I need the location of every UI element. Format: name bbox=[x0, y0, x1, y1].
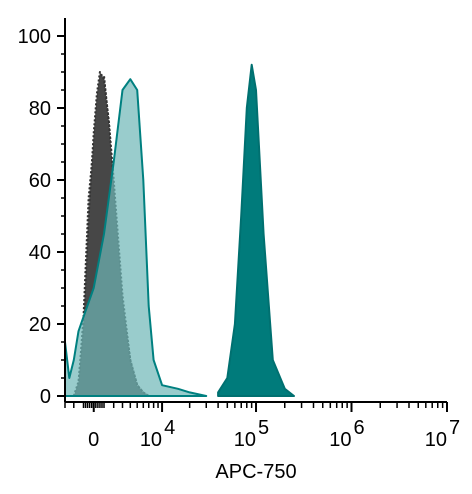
y-tick-label: 0 bbox=[40, 386, 51, 408]
series-layer bbox=[64, 63, 295, 397]
histogram-series-4 bbox=[217, 63, 295, 397]
x-tick-label: 10 bbox=[425, 429, 447, 451]
x-axis-title: APC-750 bbox=[215, 461, 296, 483]
y-tick-label: 100 bbox=[18, 26, 51, 48]
y-tick-label: 20 bbox=[29, 314, 51, 336]
y-tick-label: 40 bbox=[29, 242, 51, 264]
x-tick-label: 10 bbox=[329, 429, 351, 451]
x-tick-exponent: 5 bbox=[258, 417, 269, 439]
histogram-series-3 bbox=[64, 78, 208, 397]
y-tick-label: 60 bbox=[29, 170, 51, 192]
x-tick-label: 10 bbox=[140, 429, 162, 451]
x-tick-exponent: 7 bbox=[449, 417, 460, 439]
x-tick-label: 0 bbox=[88, 429, 99, 451]
x-tick-exponent: 4 bbox=[164, 417, 175, 439]
x-tick-label: 10 bbox=[234, 429, 256, 451]
x-tick-exponent: 6 bbox=[354, 417, 365, 439]
y-tick-label: 80 bbox=[29, 98, 51, 120]
